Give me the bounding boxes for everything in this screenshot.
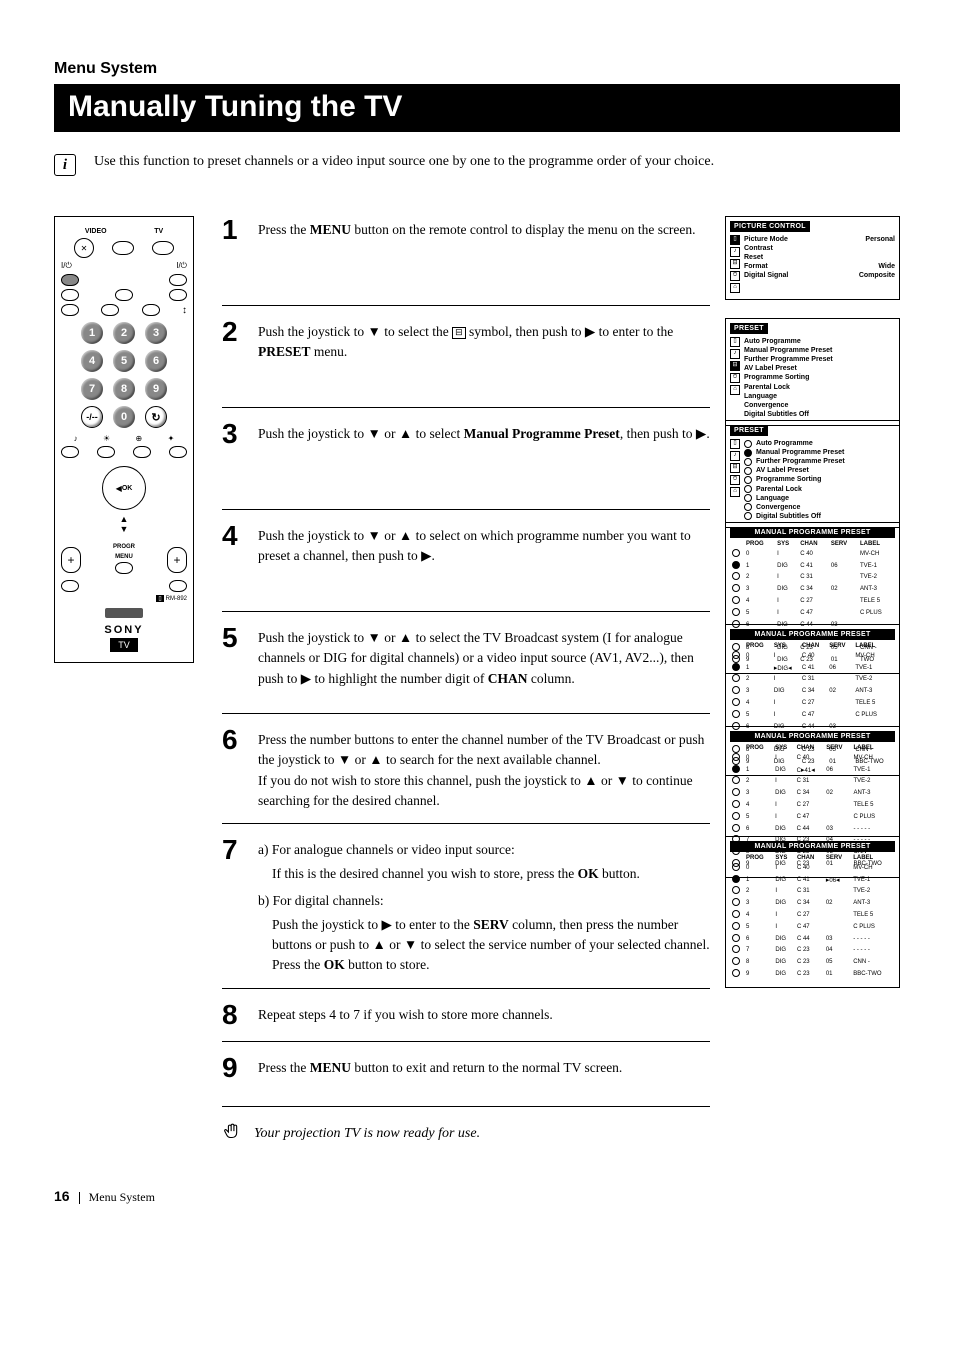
step-bold: SERV xyxy=(473,917,509,932)
remote-key-9: 9 xyxy=(145,378,167,400)
step-text: Push the joystick to ▶ to enter to the xyxy=(272,917,473,932)
osd-manual-4: MANUAL PROGRAMME PRESETPROGSYSCHANSERVLA… xyxy=(725,836,900,998)
step-7: 7 a) For analogue channels or video inpu… xyxy=(222,836,710,989)
step-text: Press the xyxy=(258,1060,310,1075)
remote-label-video: VIDEO xyxy=(85,228,107,235)
remote-menu-label: MENU xyxy=(113,554,135,560)
ready-text: Your projection TV is now ready for use. xyxy=(254,1126,480,1142)
osd-preset-boxed: PRESET ▯♪⊟⏱⌂ Auto ProgrammeManual Progra… xyxy=(725,318,900,436)
step-3: 3 Push the joystick to ▼ or ▲ to select … xyxy=(222,420,710,510)
page-footer: 16 Menu System xyxy=(54,1188,900,1205)
step-text: Press the number buttons to enter the ch… xyxy=(258,732,704,767)
step-text: Press the xyxy=(272,957,324,972)
step-6: 6 Press the number buttons to enter the … xyxy=(222,726,710,824)
step-text: button. xyxy=(599,866,640,881)
step-number: 4 xyxy=(222,522,248,550)
remote-progr-label: PROGR xyxy=(113,544,135,550)
step-2: 2 Push the joystick to ▼ to select the ⊟… xyxy=(222,318,710,408)
osd-title: MANUAL PROGRAMME PRESET xyxy=(730,841,895,852)
osd-preset-bullets: PRESET ▯♪⊟⏱⌂ Auto ProgrammeManual Progra… xyxy=(725,420,900,538)
osd-title: PICTURE CONTROL xyxy=(730,221,810,232)
step-text: Repeat steps 4 to 7 if you wish to store… xyxy=(258,1007,553,1022)
step-bold: MENU xyxy=(310,1060,351,1075)
info-icon: i xyxy=(54,154,76,176)
footer-section: Menu System xyxy=(89,1190,155,1204)
osd-title: MANUAL PROGRAMME PRESET xyxy=(730,629,895,640)
step-5: 5 Push the joystick to ▼ or ▲ to select … xyxy=(222,624,710,714)
remote-key-8: 8 xyxy=(113,378,135,400)
step-text: Push the joystick to ▼ or ▲ to select on… xyxy=(258,528,691,563)
osd-title: PRESET xyxy=(730,323,768,334)
step-bold: MENU xyxy=(310,222,351,237)
step-text: Push the joystick to ▼ or ▲ to select xyxy=(258,426,464,441)
remote-key-7: 7 xyxy=(81,378,103,400)
step-text: menu. xyxy=(311,344,348,359)
remote-key-6: 6 xyxy=(145,350,167,372)
section-heading: Menu System xyxy=(54,60,900,78)
step-text: button to exit and return to the normal … xyxy=(351,1060,622,1075)
step-number: 7 xyxy=(222,836,248,864)
step-text: Push the joystick to ▼ to select the xyxy=(258,324,452,339)
page-title: Manually Tuning the TV xyxy=(54,84,900,132)
remote-key-4: 4 xyxy=(81,350,103,372)
step-number: 1 xyxy=(222,216,248,244)
step-number: 3 xyxy=(222,420,248,448)
step-1: 1 Press the MENU button on the remote co… xyxy=(222,216,710,306)
step-number: 2 xyxy=(222,318,248,346)
osd-picture-control: PICTURE CONTROL ▯ ♪⊟⏱⌂ Picture ModePerso… xyxy=(725,216,900,310)
hand-icon xyxy=(222,1121,244,1148)
remote-model: RM-892 xyxy=(166,596,187,602)
step-text: button on the remote control to display … xyxy=(351,222,696,237)
step-text: Press the xyxy=(258,222,310,237)
step-number: 6 xyxy=(222,726,248,754)
step-text: column. xyxy=(528,671,575,686)
osd-title: MANUAL PROGRAMME PRESET xyxy=(730,527,895,538)
step-text: If this is the desired channel you wish … xyxy=(272,866,578,881)
remote-key-2: 2 xyxy=(113,322,135,344)
brand-label: SONY xyxy=(61,624,187,636)
step-text: button to store. xyxy=(345,957,430,972)
step-number: 8 xyxy=(222,1001,248,1029)
remote-key-5: 5 xyxy=(113,350,135,372)
preset-symbol-icon: ⊟ xyxy=(452,327,466,339)
remote-illustration: VIDEO TV ✕ I/⏻I/⏻ ↕ 123 456 789 -/--0↻ ♪… xyxy=(54,216,194,1148)
step-text: Push the joystick to ▼ or ▲ to select th… xyxy=(258,630,694,686)
remote-key-1: 1 xyxy=(81,322,103,344)
step-bold: Manual Programme Preset xyxy=(464,426,620,441)
step-sublabel: b) For digital channels: xyxy=(258,891,710,911)
step-8: 8 Repeat steps 4 to 7 if you wish to sto… xyxy=(222,1001,710,1042)
osd-title: PRESET xyxy=(730,425,768,436)
remote-key-3: 3 xyxy=(145,322,167,344)
step-bold: CHAN xyxy=(488,671,528,686)
step-9: 9 Press the MENU button to exit and retu… xyxy=(222,1054,710,1094)
step-text: symbol, then push to ▶ to enter to the xyxy=(466,324,674,339)
tv-badge: TV xyxy=(110,638,138,652)
step-bold: PRESET xyxy=(258,344,311,359)
intro-text: Use this function to preset channels or … xyxy=(94,154,900,170)
remote-label-tv: TV xyxy=(154,228,163,235)
page-number: 16 xyxy=(54,1188,70,1204)
osd-title: MANUAL PROGRAMME PRESET xyxy=(730,731,895,742)
steps-list: 1 Press the MENU button on the remote co… xyxy=(222,216,900,1148)
remote-key-0: 0 xyxy=(113,406,135,428)
step-text: , then push to ▶. xyxy=(620,426,710,441)
step-number: 9 xyxy=(222,1054,248,1082)
step-sublabel: a) For analogue channels or video input … xyxy=(258,840,710,860)
remote-ok-label: OK xyxy=(122,485,133,492)
step-4: 4 Push the joystick to ▼ or ▲ to select … xyxy=(222,522,710,612)
ready-note: Your projection TV is now ready for use. xyxy=(222,1106,710,1148)
step-bold: OK xyxy=(324,957,345,972)
step-bold: OK xyxy=(578,866,599,881)
step-number: 5 xyxy=(222,624,248,652)
step-text: If you do not wish to store this channel… xyxy=(258,773,693,808)
